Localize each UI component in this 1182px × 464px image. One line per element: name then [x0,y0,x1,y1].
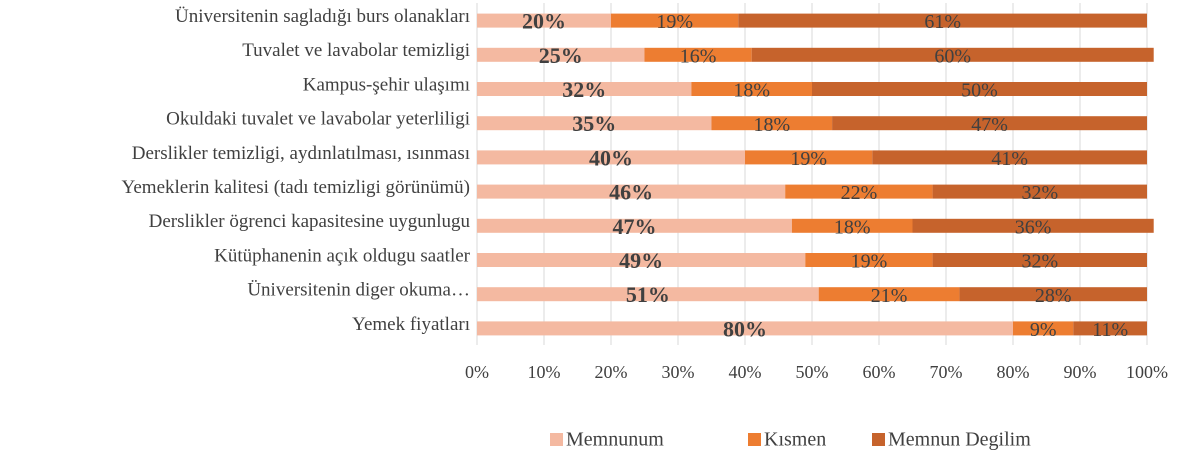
data-label: 19% [851,251,888,273]
bar-segment [912,218,1154,233]
bar-segment [477,150,745,165]
data-label: 19% [790,148,827,170]
y-tick-label: Kampus-şehir ulaşımı [303,74,470,95]
x-tick-label: 50% [796,362,829,382]
x-tick-label: 100% [1126,362,1168,382]
y-tick-label: Yemeklerin kalitesi (tadı temizligi görü… [122,177,470,198]
y-tick-label: Üniversitenin diger okuma… [247,280,470,301]
bar-segment [959,287,1147,302]
legend-swatch [872,433,885,446]
data-label: 16% [680,45,717,67]
data-label: 61% [924,11,961,33]
bar-segment [751,47,1154,62]
x-tick-label: 30% [662,362,695,382]
data-label: 47% [971,114,1008,136]
bar-segment [1073,321,1147,336]
bar-segment [477,253,806,267]
data-label: 22% [841,182,878,204]
y-tick-label: Derslikler ögrenci kapasitesine uygunlug… [149,211,471,232]
bar-segment [477,47,645,62]
bar-segment [1013,321,1074,336]
bar-segment [785,184,933,199]
data-label: 51% [626,282,670,307]
legend-label: Memnun Degilim [888,429,1031,451]
legend-swatch [748,433,761,446]
bar-segment [477,321,1013,336]
bar-segment [477,13,611,28]
data-label: 18% [834,216,871,238]
bar-segment [477,116,712,131]
data-label: 40% [589,145,633,170]
data-label: 80% [723,316,767,341]
data-label: 21% [871,285,908,307]
bar-segment [738,13,1147,28]
x-tick-label: 0% [465,362,489,382]
bar-segment [745,150,873,165]
bar-segment [611,13,739,28]
data-label: 35% [572,111,616,136]
data-label: 47% [612,214,656,239]
bar-segment [805,253,933,267]
x-tick-label: 40% [729,362,762,382]
data-label: 18% [733,80,770,102]
x-tick-label: 20% [595,362,628,382]
bar-segment [477,218,792,233]
data-label: 50% [961,80,998,102]
data-label: 32% [1021,251,1058,273]
y-tick-label: Kütüphanenin açık oldugu saatler [214,245,471,266]
bar-segment [691,82,812,96]
bar-segment [832,116,1147,131]
data-label: 32% [562,77,606,102]
bar-segment [477,82,692,96]
legend-swatch [550,433,563,446]
data-label: 20% [522,9,566,34]
y-tick-label: Üniversitenin sagladığı burs olanakları [175,6,470,27]
bar-segment [644,47,752,62]
x-tick-label: 80% [997,362,1030,382]
x-tick-label: 10% [528,362,561,382]
x-tick-label: 70% [930,362,963,382]
bar-segment [711,116,833,131]
y-tick-label: Yemek fiyatları [352,314,470,335]
bar-segment [812,82,1147,96]
data-label: 60% [934,45,971,67]
bar-segment [818,287,960,302]
data-label: 18% [753,114,790,136]
x-tick-label: 90% [1064,362,1097,382]
data-label: 46% [609,180,653,205]
data-label: 28% [1035,285,1072,307]
data-label: 19% [656,11,693,33]
data-label: 49% [619,248,663,273]
data-label: 11% [1092,319,1128,341]
x-tick-label: 60% [863,362,896,382]
legend-label: Kısmen [764,429,826,451]
data-label: 32% [1021,182,1058,204]
data-label: 41% [991,148,1028,170]
y-tick-label: Okuldaki tuvalet ve lavabolar yeterlilig… [166,109,470,130]
data-label: 25% [539,43,583,68]
data-label: 36% [1015,216,1052,238]
bar-segment [872,150,1147,165]
legend-label: Memnunum [566,429,664,451]
bar-segment [932,184,1147,199]
bar-segment [932,253,1147,267]
y-tick-label: Tuvalet ve lavabolar temizligi [242,40,470,61]
bar-segment [791,218,913,233]
bar-segment [477,287,819,302]
data-label: 9% [1030,319,1057,341]
bar-segment [477,184,786,199]
y-tick-label: Derslikler temizligi, aydınlatılması, ıs… [132,143,470,164]
